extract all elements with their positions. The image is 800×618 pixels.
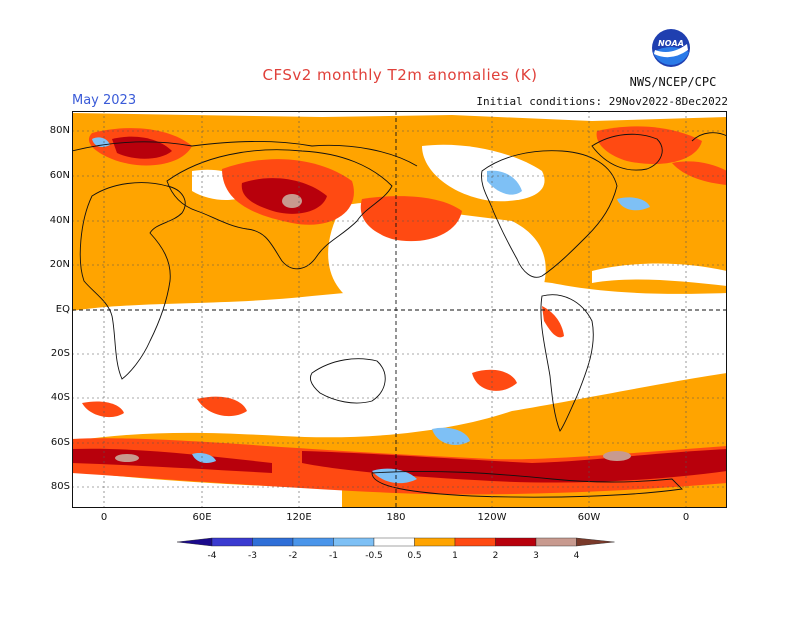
colorbar-cell [252, 537, 294, 547]
lat-label-60s: 60S [50, 437, 70, 448]
map-title: CFSv2 monthly T2m anomalies (K) [262, 66, 538, 84]
forecast-month: May 2023 [72, 93, 137, 108]
colorbar-tick-label: 0.5 [407, 551, 421, 561]
lat-label-80s: 80S [50, 481, 70, 492]
noaa-logo-icon: NOAA [652, 29, 690, 67]
lon-label-60e: 60E [192, 512, 212, 523]
colorbar-tick-label: 1 [452, 551, 458, 561]
extreme-warm-anomaly-regions [115, 194, 631, 462]
colorbar-tick-label: 3 [533, 551, 539, 561]
continent-outlines [72, 132, 727, 498]
colorbar-tick-label: -0.5 [365, 551, 383, 561]
map-gridlines [72, 111, 727, 508]
colorbar-tick-label: 2 [493, 551, 499, 561]
initial-conditions: Initial conditions: 29Nov2022-8Dec2022 [476, 95, 728, 108]
colorbar-cell [292, 537, 334, 547]
colorbar-cell [535, 537, 577, 547]
colorbar-cell [211, 537, 253, 547]
lat-label-40n: 40N [49, 215, 70, 226]
lat-label-eq: EQ [55, 304, 70, 315]
colorbar-cell [576, 537, 615, 547]
lon-label-60w: 60W [577, 512, 601, 523]
colorbar: -4 -3 -2 -1 -0.5 0.5 1 2 3 4 [176, 537, 615, 561]
cold-anomaly-regions [92, 137, 650, 484]
lat-label-20s: 20S [50, 348, 70, 359]
lon-label-120w: 120W [477, 512, 507, 523]
lat-label-80n: 80N [49, 125, 70, 136]
colorbar-tick-label: 4 [574, 551, 580, 561]
colorbar-tick-label: -3 [248, 551, 257, 561]
colorbar-cell [454, 537, 496, 547]
agency-label: NWS/NCEP/CPC [629, 75, 717, 89]
colorbar-tick-label: -1 [329, 551, 338, 561]
colorbar-cell [373, 537, 415, 547]
colorbar-cell [176, 537, 213, 547]
colorbar-cell [414, 537, 456, 547]
anomaly-map [72, 111, 727, 508]
colorbar-cell [333, 537, 375, 547]
near-normal-regions [72, 111, 727, 508]
lat-label-40s: 40S [50, 392, 70, 403]
lat-label-20n: 20N [49, 259, 70, 270]
lon-label-120e: 120E [286, 512, 312, 523]
lon-label-0-east: 0 [682, 512, 690, 523]
colorbar-cell [495, 537, 537, 547]
colorbar-tick-label: -4 [208, 551, 217, 561]
svg-text:NOAA: NOAA [658, 39, 684, 48]
lon-label-0: 0 [100, 512, 108, 523]
lon-label-180: 180 [386, 512, 406, 523]
lat-label-60n: 60N [49, 170, 70, 181]
colorbar-tick-label: -2 [289, 551, 298, 561]
map-frame [72, 111, 727, 508]
